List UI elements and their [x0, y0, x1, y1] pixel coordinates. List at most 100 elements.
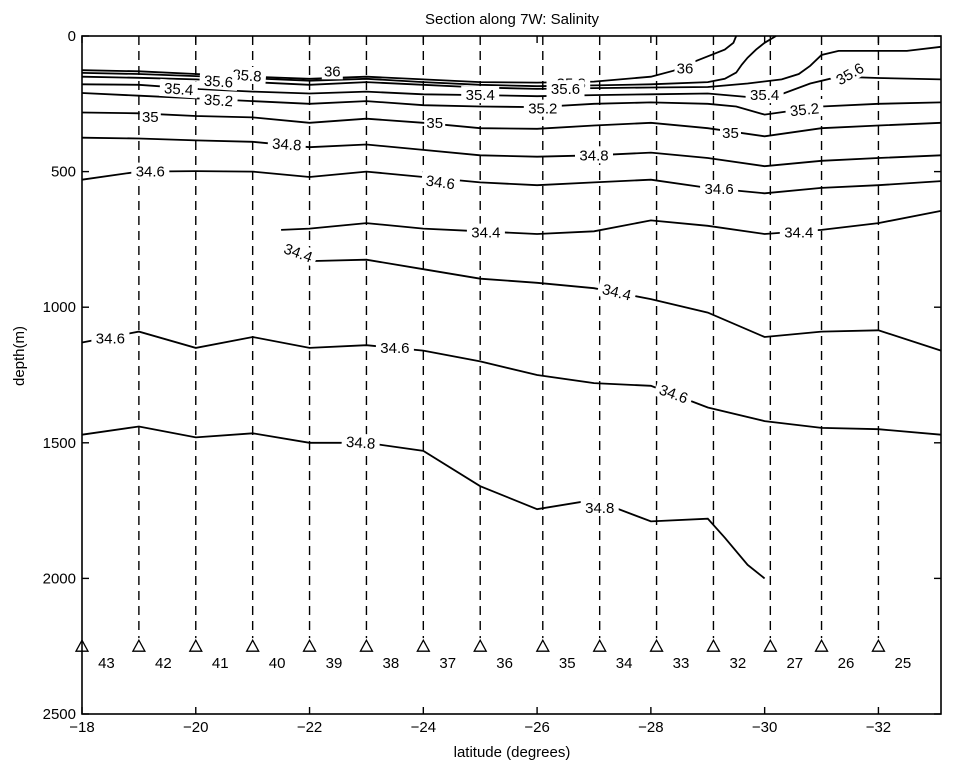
contour-label-text: 35.4 [164, 80, 194, 99]
y-tick-label: 2000 [43, 570, 76, 587]
chart-title: Section along 7W: Salinity [425, 11, 599, 28]
contour-label-background [580, 498, 619, 516]
station-marker [188, 638, 203, 652]
contour-label-background [139, 107, 161, 125]
x-tick-label: −22 [297, 719, 322, 736]
station-marker [473, 638, 488, 652]
station-marker [131, 638, 146, 652]
station-number: 36 [496, 655, 513, 672]
contour-label-background [829, 56, 871, 91]
station-number: 38 [383, 655, 400, 672]
contour-label: 34.4 [596, 278, 638, 305]
contour-line-35 [81, 111, 942, 138]
contour-label-text: 35.4 [750, 87, 779, 104]
contour-label-background [375, 338, 414, 356]
contour-line-34-6 [81, 330, 942, 436]
contour-label: 35.6 [546, 80, 585, 98]
contour-label-background [745, 86, 784, 104]
contour-label-text: 35.2 [528, 101, 557, 118]
station-marker [871, 638, 886, 652]
contour-label-text: 34.4 [784, 225, 813, 242]
contour-label: 35.8 [227, 65, 267, 86]
x-tick-label: −20 [183, 719, 208, 736]
station-marker [245, 638, 260, 652]
contour-label-text: 34.4 [600, 281, 632, 305]
contour-label-text: 36 [677, 61, 694, 78]
y-tick-label: 500 [51, 164, 76, 181]
station-number: 34 [616, 655, 633, 672]
contour-label: 35 [424, 113, 446, 132]
x-axis: −18 −20 −22 −24 −26 −28 −30 −32 [69, 36, 891, 736]
x-tick-label: −30 [752, 719, 777, 736]
contour-label-text: 35.4 [466, 87, 495, 104]
contour-label: 34.8 [575, 146, 613, 164]
station-marker [535, 638, 550, 652]
contour-label: 35 [139, 107, 161, 126]
station-marker [592, 638, 607, 652]
contour-label: 35.2 [784, 98, 825, 120]
contour-label-background [674, 59, 696, 77]
contour-label-background [277, 238, 320, 268]
contour-label-background [198, 71, 239, 91]
contour-label-background [720, 124, 741, 142]
station-number: 42 [155, 655, 172, 672]
contour-label: 34.4 [466, 223, 505, 242]
contour-line-34-4 [286, 248, 942, 352]
contour-label: 35.6 [829, 56, 871, 91]
x-tick-label: −24 [411, 719, 436, 736]
contour-label-background [461, 86, 500, 104]
contour-label: 34.4 [779, 223, 818, 242]
contour-label-text: 35.6 [203, 73, 233, 92]
contour-label: 35.4 [461, 86, 500, 104]
contour-label-text: 35.8 [232, 67, 262, 86]
station-number: 43 [98, 655, 115, 672]
contour-label-background [91, 329, 130, 347]
x-tick-label: −18 [69, 719, 94, 736]
contour-label: 34.6 [653, 379, 695, 409]
x-tick-label: −32 [866, 719, 891, 736]
contour-label-text: 34.6 [425, 172, 456, 193]
contour-label-text: 34.6 [704, 181, 733, 198]
contour-label-background [466, 223, 505, 241]
contour-label-background [420, 170, 461, 193]
contour-label-text: 35 [142, 109, 159, 126]
contour-label: 35.4 [745, 86, 784, 104]
station-number: 32 [730, 655, 747, 672]
contour-labels: 363635.835.835.635.635.635.435.435.435.2… [91, 56, 871, 517]
contour-label-background [341, 432, 381, 453]
contour-label: 35.6 [198, 71, 239, 92]
y-tick-label: 1000 [43, 299, 76, 316]
contour-label-background [267, 134, 307, 154]
plot-frame [81, 35, 942, 715]
contour-label: 34.8 [341, 432, 381, 453]
station-number: 33 [673, 655, 690, 672]
contour-label-text: 34.8 [272, 136, 302, 155]
contour-label: 34.6 [131, 162, 170, 181]
contour-label-text: 35.6 [551, 81, 580, 98]
contour-label-text: 34.6 [136, 164, 165, 181]
contour-line-34-4 [281, 210, 942, 235]
station-number: 39 [326, 655, 343, 672]
station-number: 26 [838, 655, 855, 672]
y-axis-label: depth(m) [11, 326, 28, 386]
station-marker [302, 638, 317, 652]
station-number: 40 [269, 655, 286, 672]
contour-label: 34.6 [375, 338, 414, 357]
y-axis: 0 500 1000 1500 2000 2500 [43, 28, 941, 723]
contour-label-text: 35.2 [789, 100, 820, 120]
contour-label: 34.6 [420, 170, 461, 193]
contour-label: 34.8 [267, 134, 307, 155]
station-marker [706, 638, 721, 652]
station-number: 35 [559, 655, 576, 672]
contour-label: 34.6 [91, 329, 130, 347]
contour-label: 35.4 [159, 78, 199, 99]
contour-label-background [159, 78, 199, 99]
x-tick-label: −28 [638, 719, 663, 736]
contour-label-text: 34.6 [380, 340, 409, 357]
contour-label-background [779, 223, 818, 241]
contour-label-background [546, 80, 585, 98]
contour-label-background [596, 278, 638, 305]
y-tick-label: 1500 [43, 435, 76, 452]
x-axis-label: latitude (degrees) [454, 744, 571, 761]
